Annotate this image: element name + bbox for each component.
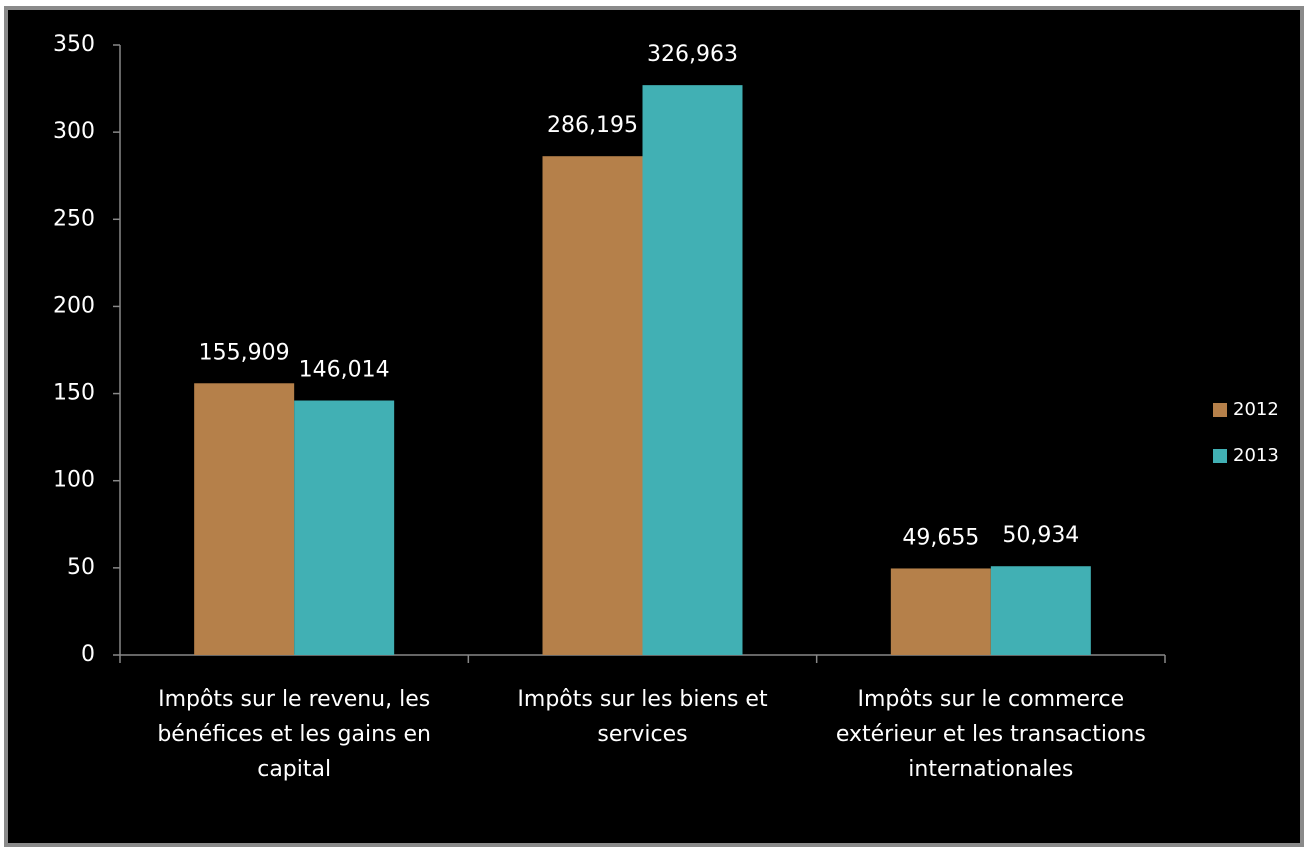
bar	[890, 568, 991, 655]
x-tick-label: Impôts sur le commerce extérieur et les …	[835, 687, 1146, 782]
data-label: 155,909	[199, 340, 290, 365]
y-tick-label: 0	[81, 642, 95, 667]
x-label-box: Impôts sur le commerce extérieur et les …	[835, 687, 1146, 782]
data-label: 49,655	[902, 525, 979, 550]
data-label: 50,934	[1002, 523, 1079, 548]
legend-label: 2012	[1233, 399, 1279, 420]
y-tick-label: 150	[53, 381, 95, 406]
legend-label: 2013	[1233, 445, 1279, 466]
x-tick-label: Impôts sur le revenu, les bénéfices et l…	[157, 687, 431, 782]
y-tick-label: 250	[53, 206, 95, 231]
bar	[294, 400, 395, 655]
bar	[194, 383, 295, 655]
y-tick-label: 100	[53, 468, 95, 493]
y-tick-label: 200	[53, 293, 95, 318]
bar	[542, 156, 643, 655]
legend-swatch	[1213, 449, 1227, 463]
y-tick-label: 50	[67, 555, 95, 580]
y-tick-label: 300	[53, 119, 95, 144]
data-label: 286,195	[547, 113, 638, 138]
bar	[642, 85, 743, 655]
bar	[990, 566, 1091, 655]
data-label: 326,963	[647, 42, 738, 67]
data-label: 146,014	[299, 358, 390, 383]
y-tick-label: 350	[53, 32, 95, 57]
legend-swatch	[1213, 403, 1227, 417]
x-tick-label: Impôts sur les biens et services	[517, 687, 768, 747]
x-label-box: Impôts sur le revenu, les bénéfices et l…	[157, 687, 431, 782]
x-label-box: Impôts sur les biens et services	[517, 687, 768, 747]
